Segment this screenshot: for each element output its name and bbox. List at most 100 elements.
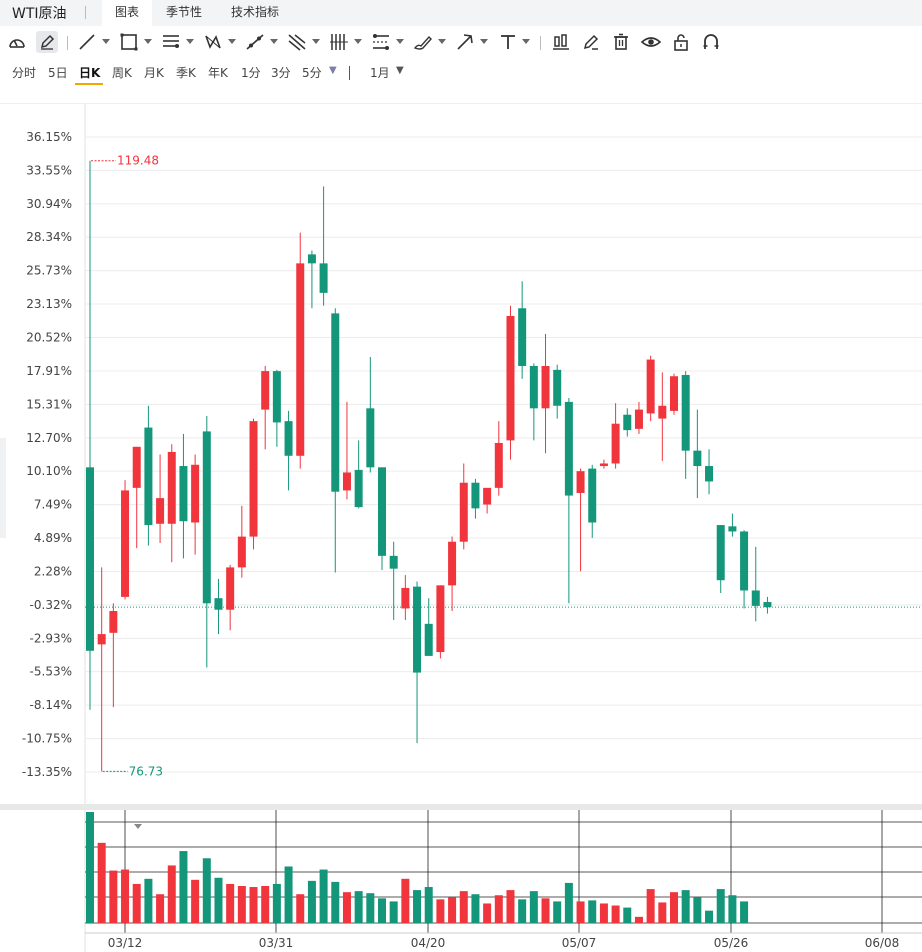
chevron-down-icon[interactable] [228,39,236,44]
pencil-icon[interactable] [36,31,58,53]
period-5day[interactable]: 5日 [48,66,68,80]
y-tick-label: 17.91% [26,364,72,378]
chevron-down-icon[interactable] [186,39,194,44]
magnet-icon[interactable] [700,31,722,53]
candle [179,433,188,559]
tab-seasonality[interactable]: 季节性 [156,0,212,26]
pattern-icon[interactable] [202,31,224,53]
candle [191,454,200,555]
candle [634,401,643,434]
candle-body [354,469,363,508]
channel-tool-icon[interactable] [370,31,392,53]
chevron-down-icon[interactable] [396,39,404,44]
volume-bar [121,869,130,923]
candle [506,305,515,460]
chevron-down-icon[interactable] [312,39,320,44]
candle [342,401,351,500]
volume-bar [518,899,527,923]
chevron-down-icon[interactable] [270,39,278,44]
range-selector-caret[interactable]: ▼ [396,65,404,76]
chevron-down-icon[interactable] [438,39,446,44]
candle-body [459,482,468,542]
range-selector-label[interactable]: 1月 [370,66,390,80]
arrow-tool-icon[interactable] [454,31,476,53]
y-axis-labels: 36.15% 33.55% 30.94% 28.34% 25.73% 23.13% 20.5… [22,130,72,779]
sidebar-collapse-handle[interactable] [0,438,6,538]
period-1min[interactable]: 1分 [241,66,261,80]
parallel-lines-icon[interactable] [160,31,182,53]
candle-body [541,365,550,409]
candle-body [132,446,141,488]
candle [261,365,270,450]
volume-bar [740,901,749,923]
toolbar-separator [67,36,68,50]
period-daily[interactable]: 日K [79,66,101,80]
candle [541,333,550,454]
candle [459,463,468,550]
candle [646,355,655,422]
edit-icon[interactable] [580,31,602,53]
y-tick-label: 10.10% [26,464,72,478]
candle [705,449,714,495]
candlestick-chart[interactable]: 36.15% 33.55% 30.94% 28.34% 25.73% 23.13% 20.5… [0,104,922,804]
text-tool-icon[interactable] [497,31,519,53]
line-tool-icon[interactable] [76,31,98,53]
tab-seasonality-label: 季节性 [165,5,202,19]
candle-body [144,427,153,526]
candle-body [378,467,386,556]
candle [389,541,398,620]
candle-body [588,468,597,523]
gauge-icon[interactable] [6,31,28,53]
volume-chart[interactable]: 03/12 03/31 04/20 05/07 05/26 06/08 [0,810,922,952]
volume-bar [646,889,655,923]
x-axis-labels: 03/12 03/31 04/20 05/07 05/26 06/08 [108,936,900,950]
chevron-down-icon[interactable] [354,39,362,44]
volume-bar [284,866,293,923]
candle-body [237,536,246,568]
volume-bar [237,886,246,923]
candle [413,581,422,744]
chevron-down-icon[interactable] [102,39,110,44]
y-tick-label: 36.15% [26,130,72,144]
candle-body [634,409,643,429]
volume-bar [611,905,620,923]
period-3min[interactable]: 3分 [271,66,291,80]
candle [319,186,328,306]
tab-chart[interactable]: 图表 [102,0,152,26]
volume-bar [401,878,410,923]
eye-icon[interactable] [640,31,662,53]
x-tick-label: 05/07 [562,936,597,950]
candle [97,567,106,772]
candle [366,357,375,473]
pane-separator[interactable] [0,804,922,810]
period-5min[interactable]: 5分 [302,66,322,80]
chart-type-icon[interactable] [550,31,572,53]
y-tick-label: 23.13% [26,297,72,311]
period-monthly[interactable]: 月K [144,66,164,80]
tab-indicators[interactable]: 技术指标 [220,0,290,26]
unlock-icon[interactable] [670,31,692,53]
volume-bar [541,898,550,923]
period-quarterly[interactable]: 季K [176,66,196,80]
candle [763,596,772,614]
trash-icon[interactable] [610,31,632,53]
period-weekly[interactable]: 周K [112,66,132,80]
period-timeshare[interactable]: 分时 [12,66,37,80]
fib-tool-icon[interactable] [328,31,350,53]
chevron-down-icon[interactable] [522,39,530,44]
candle [553,364,562,419]
candle [564,398,573,604]
more-periods-caret[interactable]: ▼ [329,65,337,76]
chevron-down-icon[interactable] [480,39,488,44]
candle [529,363,538,441]
y-tick-label: -10.75% [22,732,72,746]
candle [296,232,305,469]
period-yearly[interactable]: 年K [208,66,228,80]
chevron-down-icon[interactable] [144,39,152,44]
volume-bar [132,883,141,923]
brush-icon[interactable] [412,31,434,53]
rectangle-tool-icon[interactable] [118,31,140,53]
trend-tool-icon[interactable] [244,31,266,53]
volume-bar [716,889,725,923]
fork-tool-icon[interactable] [286,31,308,53]
